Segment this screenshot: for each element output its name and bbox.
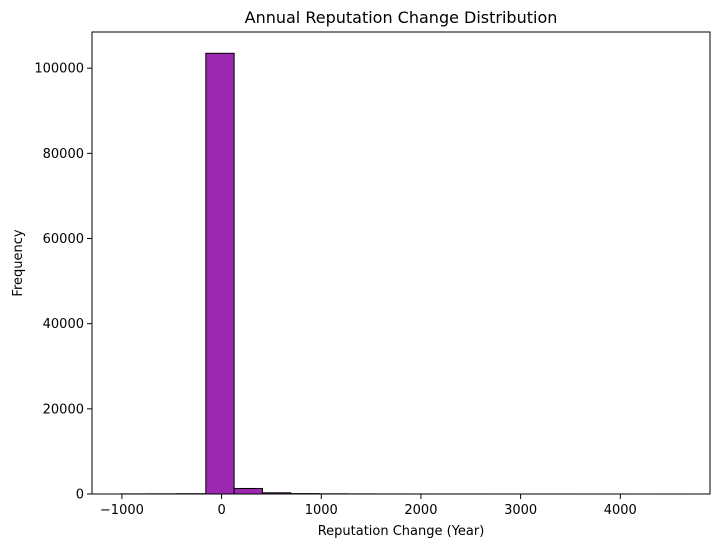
plot-frame [91,31,711,495]
histogram-bar [205,52,235,495]
x-axis-ticks: −1000 0 1000 2000 3000 4000 [100,494,637,518]
x-tick-label: −1000 [100,503,144,518]
y-tick-label: 80000 [43,147,84,162]
x-axis-label: Reputation Change (Year) [318,524,485,539]
x-tick-label: 2000 [404,503,437,518]
x-tick-label: 3000 [504,503,537,518]
x-tick-label: 4000 [604,503,637,518]
y-axis-ticks: 0 20000 40000 60000 80000 100000 [34,62,92,503]
histogram-bar [233,487,263,495]
y-axis-label: Frequency [11,229,26,296]
chart-title: Annual Reputation Change Distribution [245,8,558,27]
y-tick-label: 60000 [43,232,84,247]
y-tick-label: 0 [76,488,84,503]
bars-group [120,52,688,495]
x-tick-label: 1000 [305,503,338,518]
y-tick-label: 100000 [34,62,84,77]
y-tick-label: 40000 [43,317,84,332]
x-tick-label: 0 [217,503,225,518]
y-tick-label: 20000 [43,402,84,417]
